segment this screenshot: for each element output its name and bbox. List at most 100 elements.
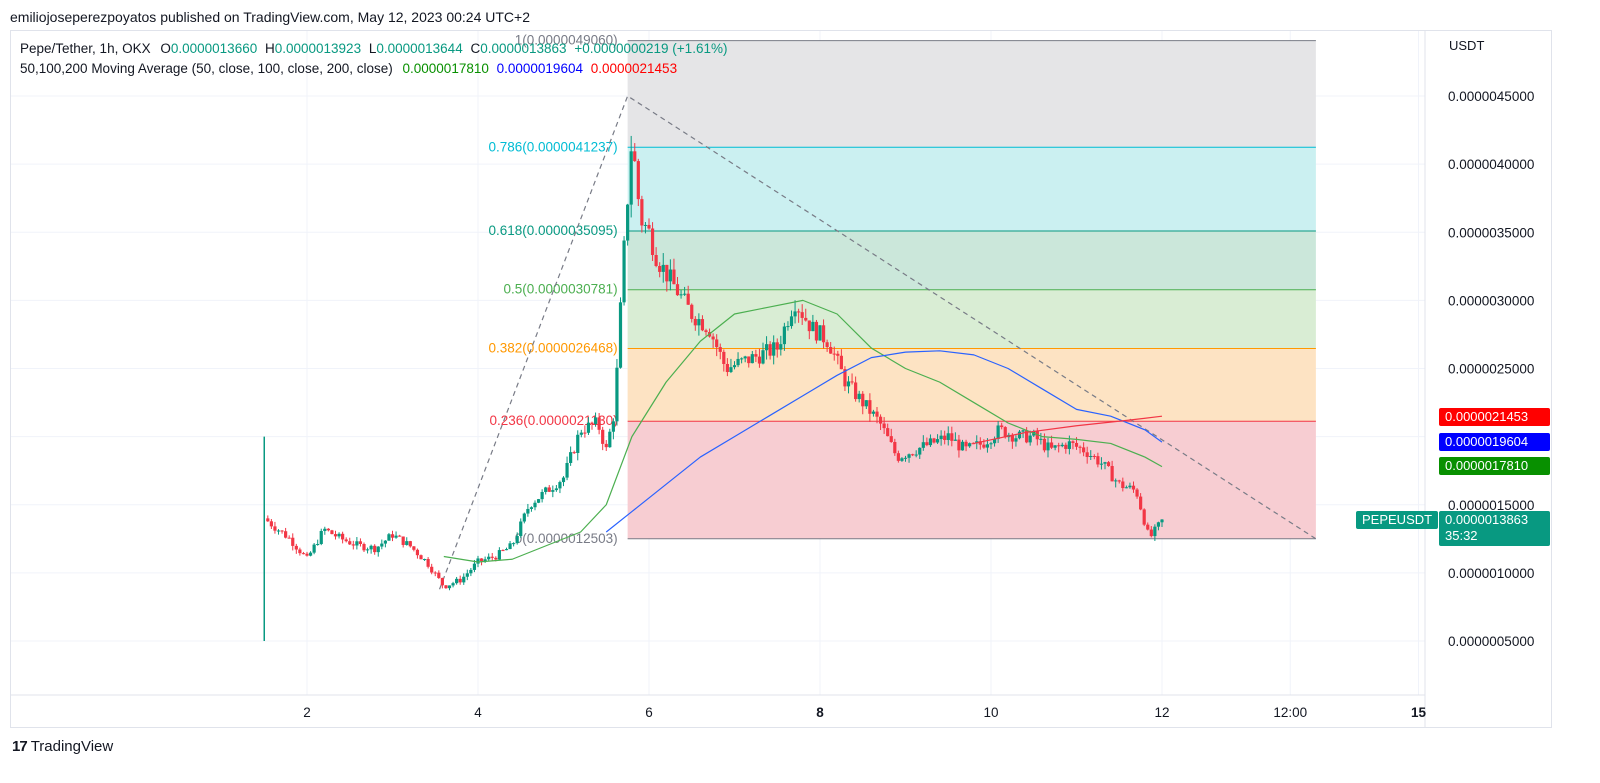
candle-body <box>415 549 420 556</box>
candle-body <box>544 487 548 492</box>
candle-body <box>740 358 744 360</box>
candle-body <box>451 583 455 586</box>
candle-body <box>390 534 395 538</box>
candle-body <box>1135 489 1139 497</box>
candle-body <box>383 540 387 544</box>
candle-body <box>298 549 302 554</box>
tradingview-logo[interactable]: 17 TradingView <box>12 738 113 755</box>
candle-body <box>1067 441 1071 449</box>
candle-body <box>700 319 705 331</box>
candle-body <box>1021 430 1025 432</box>
candle-body <box>900 458 904 461</box>
candle-body <box>586 422 591 433</box>
candle-body <box>1131 485 1136 490</box>
candle-body <box>501 550 505 552</box>
ma-legend[interactable]: 50,100,200 Moving Average (50, close, 10… <box>20 61 677 76</box>
ma-line <box>443 299 1163 563</box>
price-tick-label: 0.0000040000 <box>1448 157 1534 172</box>
candle-body <box>305 553 309 556</box>
candle-body <box>455 578 459 584</box>
candle-body <box>643 224 648 226</box>
symbol-legend[interactable]: Pepe/Tether, 1h, OKX O0.0000013660 H0.00… <box>20 41 727 56</box>
candle-body <box>1146 524 1150 530</box>
candle-body <box>1060 444 1064 447</box>
open-label: O <box>160 41 171 56</box>
candle-body <box>896 453 900 461</box>
candle-body <box>633 151 637 162</box>
fib-zone <box>627 40 1316 148</box>
candle-body <box>344 539 348 542</box>
open-value: 0.0000013660 <box>170 41 258 56</box>
candle-body <box>533 502 537 508</box>
candle-body <box>401 536 405 545</box>
candle-body <box>779 344 783 350</box>
candle-body <box>722 351 726 364</box>
price-tag: 0.0000017810 <box>1439 457 1550 476</box>
candle-body <box>836 353 840 356</box>
time-tick-label: 12 <box>1154 705 1169 720</box>
candle-body <box>1057 445 1061 447</box>
candle-body <box>508 543 512 550</box>
candle-body <box>658 266 662 272</box>
candle-body <box>715 339 719 348</box>
candle-body <box>914 454 918 456</box>
candle-body <box>665 264 669 282</box>
candle-body <box>1142 509 1146 525</box>
candle-body <box>943 435 947 440</box>
candle-body <box>886 428 890 437</box>
candle-body <box>690 304 694 319</box>
price-tag: 0.0000019604 <box>1439 433 1550 452</box>
candle-body <box>764 344 769 351</box>
candle-body <box>629 151 633 205</box>
candle-body <box>497 550 501 560</box>
candle-body <box>547 487 551 492</box>
candle-body <box>882 423 886 429</box>
candle-body <box>736 358 740 366</box>
candle-body <box>1128 485 1132 488</box>
price-tag: 0.0000021453 <box>1439 407 1550 426</box>
candle-body <box>483 559 487 562</box>
candle-body <box>472 563 477 570</box>
candle-body <box>800 312 804 318</box>
candle-body <box>515 535 519 544</box>
candle-body <box>636 161 640 200</box>
candle-body <box>1103 462 1107 464</box>
ma-line <box>973 415 1163 445</box>
candle-body <box>593 417 598 425</box>
candle-body <box>811 321 815 332</box>
candle-body <box>729 367 733 373</box>
candle-body <box>1039 438 1043 440</box>
candle-body <box>718 347 722 352</box>
candle-body <box>412 546 416 550</box>
candle-body <box>1106 462 1111 467</box>
candle-body <box>358 541 363 544</box>
candle-body <box>1078 446 1082 448</box>
candle-body <box>757 356 762 364</box>
candle-body <box>323 528 327 531</box>
candle-body <box>1074 442 1079 447</box>
candle-body <box>1149 529 1153 537</box>
candle-body <box>935 439 940 443</box>
candle-body <box>284 531 288 538</box>
candle-body <box>273 526 277 531</box>
candle-body <box>843 369 847 387</box>
close-label: C <box>470 41 481 56</box>
candle-body <box>750 354 754 364</box>
last-price-symbol-tag: PEPEUSDT <box>1356 511 1439 530</box>
candle-body <box>832 353 836 355</box>
price-axis: 0.00000050000.00000100000.00000150000.00… <box>1448 89 1534 649</box>
candle-body <box>921 442 925 448</box>
candle-body <box>626 204 630 241</box>
candle-body <box>878 416 883 424</box>
candle-body <box>768 344 772 356</box>
candle-body <box>579 432 583 435</box>
candle-body <box>276 530 281 532</box>
candle-body <box>850 381 854 383</box>
candle-body <box>1117 480 1121 482</box>
candle-body <box>348 541 352 545</box>
candle-body <box>683 293 687 295</box>
ma100-value: 0.0000019604 <box>496 61 583 76</box>
price-tick-label: 0.0000030000 <box>1448 293 1534 308</box>
candle-body <box>985 444 990 448</box>
